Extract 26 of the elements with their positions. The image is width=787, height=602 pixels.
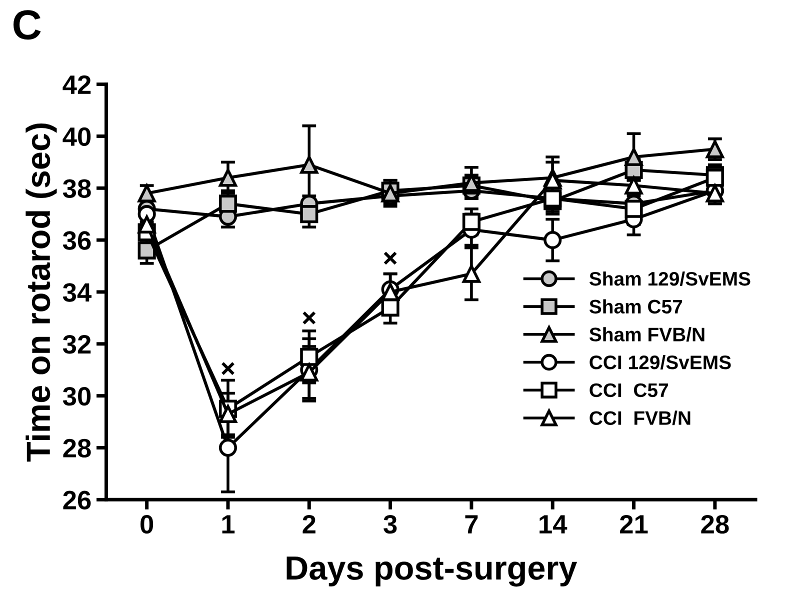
y-tick-label: 42 (62, 75, 91, 94)
legend-label: CCI FVB/N (590, 410, 690, 426)
x-tick-label: 14 (540, 515, 568, 534)
legend-label: Sham FVB/N (589, 327, 704, 342)
legend-label: CCI C57 (590, 383, 668, 398)
y-tick-label: 36 (62, 231, 91, 250)
y-tick-label: 28 (63, 438, 91, 458)
x-tick-label: 3 (384, 514, 397, 534)
legend-label: Sham 129/SvEMS (589, 271, 750, 286)
x-tick-label: 0 (140, 514, 154, 534)
y-tick-label: 34 (62, 283, 92, 302)
x-axis-title: Days post-surgery (286, 556, 578, 587)
x-tick-label: 21 (620, 514, 648, 534)
x-tick-label: 7 (465, 515, 478, 534)
y-tick-label: 38 (62, 179, 91, 198)
chart-title: C (14, 10, 41, 40)
y-tick-label: 32 (62, 335, 91, 354)
legend-label: Sham C57 (589, 299, 682, 314)
y-tick-label: 40 (62, 127, 91, 146)
y-axis-title: Time on rotarod (sec) (26, 124, 57, 462)
x-tick-label: 1 (222, 515, 235, 534)
x-tick-label: 28 (701, 514, 729, 534)
x-tick-label: 2 (302, 514, 316, 534)
legend-label: CCI 129/SvEMS (590, 354, 731, 370)
y-tick-label: 30 (62, 386, 91, 406)
y-tick-label: 26 (63, 490, 91, 510)
